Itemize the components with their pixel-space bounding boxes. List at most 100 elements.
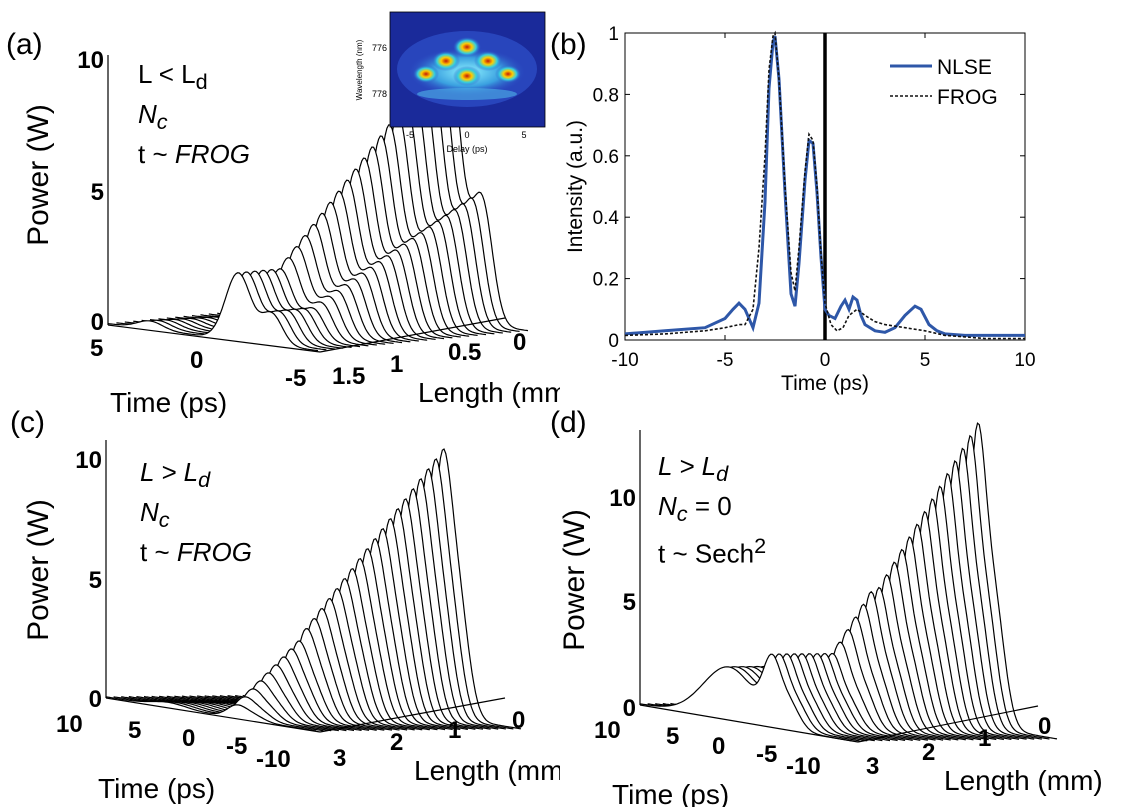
trace-fill	[151, 657, 362, 736]
panel-c-length-tick-2: 2	[390, 729, 403, 756]
trace-fill	[250, 528, 461, 735]
panel-d-waterfall: 10 5 0 Power (W) 10 5 0 -5 -10 Time (ps)…	[560, 422, 1103, 807]
x-axis-label: Time (ps)	[781, 372, 869, 395]
panel-label-b: (b)	[550, 28, 587, 61]
legend: NLSE FROG	[890, 56, 998, 109]
panel-b: (b) 0 0.2 0.4 0.6 0.8 1 -10 -5 0 5 10 Time (ps) Inte…	[550, 0, 1132, 420]
trace-fill	[746, 587, 959, 745]
panel-d-ytick-10: 10	[609, 485, 636, 512]
x-tick-label: -10	[611, 350, 638, 371]
inset-ytick-778: 778	[372, 89, 387, 99]
panel-a-length-tick-0: 0	[513, 329, 526, 356]
inset-xtick-5: 5	[521, 130, 526, 140]
trace-fill	[197, 598, 408, 736]
panel-c-waterfall: 10 5 0 Power (W) 10 5 0 -5 -10 Time (ps)…	[22, 440, 560, 804]
trace-fill	[303, 459, 514, 735]
trace-fill	[769, 549, 982, 745]
panel-a: (a) 10 5 0 Power (W) 5 0 -5 Time (ps) 1.…	[0, 0, 560, 420]
panel-d-time-tick-m10: -10	[786, 753, 821, 780]
panel-a-length-tick-0_5: 0.5	[448, 339, 481, 366]
panel-c-ylabel: Power (W)	[22, 499, 55, 641]
panel-a-length-tick-1_5: 1.5	[332, 363, 365, 390]
trace-fill	[295, 468, 506, 735]
panel-d-ytick-5: 5	[623, 589, 636, 616]
trace-line	[639, 653, 853, 742]
panel-c-time-tick-10: 10	[56, 711, 83, 738]
panel-label-a: (a)	[6, 28, 43, 61]
trace-fill	[280, 488, 491, 735]
panel-a-waterfall: 10 5 0 Power (W) 5 0 -5 Time (ps) 1.5 1 …	[22, 46, 560, 418]
panel-c-length-tick-1: 1	[448, 717, 461, 744]
panel-d-ylabel: Power (W)	[560, 509, 591, 651]
trace-fill	[776, 537, 989, 745]
y-tick-label: 0.4	[593, 208, 620, 229]
panel-c-ytick-5: 5	[89, 567, 102, 594]
panel-c-time-tick-m10: -10	[256, 746, 291, 773]
x-tick-label: 5	[920, 350, 931, 371]
panel-a-xlabel: Time (ps)	[110, 387, 227, 418]
panel-a-length-tick-1: 1	[390, 351, 403, 378]
frog-inset: 776 778 -5 0 5 Delay (ps) Wavelength (nm…	[340, 4, 555, 164]
trace-fill	[791, 511, 1004, 745]
trace-fill	[257, 518, 468, 735]
inset-ytick-776: 776	[372, 43, 387, 53]
panel-b-line-chart: 0 0.2 0.4 0.6 0.8 1 -10 -5 0 5 10 Time (ps) Intensit…	[564, 24, 1036, 395]
panel-a-ylabel: Power (W)	[22, 104, 55, 246]
panel-c-annotation: L > Ld Nc t ~ FROG	[140, 457, 252, 568]
panel-a-annot-l: L < L	[138, 59, 196, 89]
trace-fill	[204, 588, 415, 735]
panel-label-c: (c)	[10, 406, 45, 439]
panel-c-ytick-10: 10	[75, 447, 102, 474]
series-frog	[624, 30, 1025, 340]
trace-fill	[288, 478, 499, 735]
inset-xlabel: Delay (ps)	[446, 144, 487, 154]
panel-a-ytick-10: 10	[77, 47, 104, 74]
trace-fill	[845, 423, 1057, 744]
panel-d-ytick-0: 0	[623, 695, 636, 722]
trace-fill	[311, 449, 521, 734]
inset-xtick-m5: -5	[406, 130, 414, 140]
trace-fill	[799, 499, 1012, 745]
trace-fill	[829, 448, 1042, 745]
panel-d-length-tick-2: 2	[922, 739, 935, 766]
panel-d-time-tick-5: 5	[666, 723, 679, 750]
y-tick-label: 0	[608, 331, 619, 352]
frog-inset-spectrogram: 776 778 -5 0 5 Delay (ps) Wavelength (nm…	[355, 11, 546, 154]
panel-c-ytick-0: 0	[89, 686, 102, 713]
trace-fill	[227, 558, 438, 735]
trace-fill	[807, 486, 1019, 745]
panel-c-time-tick-m5: -5	[226, 733, 247, 760]
trace-fill	[212, 578, 423, 735]
trace-fill	[814, 473, 1027, 745]
trace-fill	[822, 461, 1035, 745]
panel-d-length-tick-1: 1	[978, 725, 991, 752]
trace-fill	[219, 568, 430, 735]
panel-d: (d) 10 5 0 Power (W) 10 5 0 -5 -10 Time …	[550, 406, 1132, 807]
panel-a-traces	[107, 46, 529, 356]
inset-xtick-0: 0	[464, 130, 469, 140]
trace-fill	[242, 538, 453, 735]
trace-fill	[144, 665, 354, 736]
panel-d-length-tick-0: 0	[1038, 713, 1051, 740]
panel-a-time-tick-0: 0	[190, 347, 203, 374]
panel-d-time-tick-10: 10	[594, 717, 621, 744]
panel-a-time-tick-m5: -5	[285, 365, 306, 392]
trace-fill	[837, 435, 1050, 745]
panel-d-time-tick-0: 0	[712, 733, 725, 760]
trace-fill	[784, 524, 997, 745]
panel-c-length-tick-3: 3	[333, 745, 346, 772]
panel-d-xlabel: Time (ps)	[612, 779, 729, 807]
panel-c-zlabel: Length (mm)	[414, 755, 560, 786]
trace-fill	[166, 641, 377, 736]
panel-c-time-tick-5: 5	[128, 717, 141, 744]
panel-a-ytick-0: 0	[91, 309, 104, 336]
trace-fill	[761, 562, 974, 745]
trace-fill	[265, 508, 476, 735]
trace-fill	[159, 649, 370, 736]
panel-c-xlabel: Time (ps)	[98, 773, 215, 804]
panel-d-zlabel: Length (mm)	[944, 765, 1103, 796]
trace-fill	[273, 498, 483, 735]
y-tick-label: 0.2	[593, 270, 619, 291]
x-tick-label: 0	[820, 350, 831, 371]
panel-d-annotation: L > Ld Nc = 0 t ~ Sech2	[658, 451, 767, 570]
